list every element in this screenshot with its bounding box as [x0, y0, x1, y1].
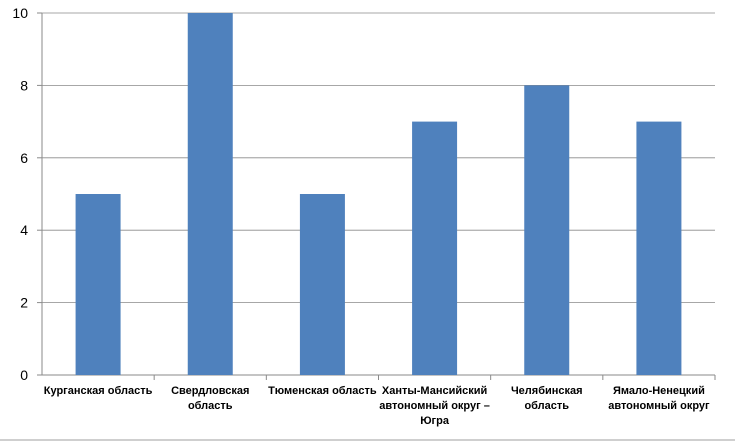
- y-tick-label-0: 0: [20, 367, 28, 383]
- x-tick-label-0: Курганская область: [44, 385, 153, 397]
- bar-2: [299, 194, 345, 375]
- y-tick-label-2: 4: [20, 222, 28, 238]
- y-tick-label-3: 6: [20, 150, 28, 166]
- x-tick-label-line: область: [188, 400, 233, 412]
- bar-5: [636, 121, 682, 375]
- x-tick-label-line: Курганская область: [44, 385, 153, 397]
- bar-0: [75, 194, 121, 375]
- y-tick-label-5: 10: [12, 5, 28, 21]
- x-tick-label-line: Свердловская: [171, 385, 249, 397]
- x-tick-label-2: Тюменская область: [268, 385, 377, 397]
- x-tick-label-line: автономный округ –: [379, 400, 490, 412]
- x-tick-label-4: Челябинская область: [511, 385, 583, 412]
- bar-1: [187, 13, 233, 375]
- bar-3: [412, 121, 458, 375]
- x-tick-label-line: Югра: [420, 415, 450, 427]
- x-tick-label-1: Свердловская область: [171, 385, 249, 412]
- x-tick-label-line: область: [524, 400, 569, 412]
- x-tick-label-3: Ханты-Мансийский автономный округ – Югра: [379, 385, 490, 427]
- x-tick-label-line: Ханты-Мансийский: [382, 385, 487, 397]
- x-tick-label-line: Челябинская: [511, 385, 583, 397]
- x-tick-label-line: Ямало-Ненецкий: [613, 385, 705, 397]
- bar-4: [524, 85, 570, 376]
- x-tick-label-line: Тюменская область: [268, 385, 377, 397]
- x-tick-label-5: Ямало-Ненецкий автономный округ: [608, 385, 710, 412]
- y-tick-label-4: 8: [20, 77, 28, 93]
- y-tick-label-1: 2: [20, 295, 28, 311]
- x-tick-label-line: автономный округ: [608, 400, 710, 412]
